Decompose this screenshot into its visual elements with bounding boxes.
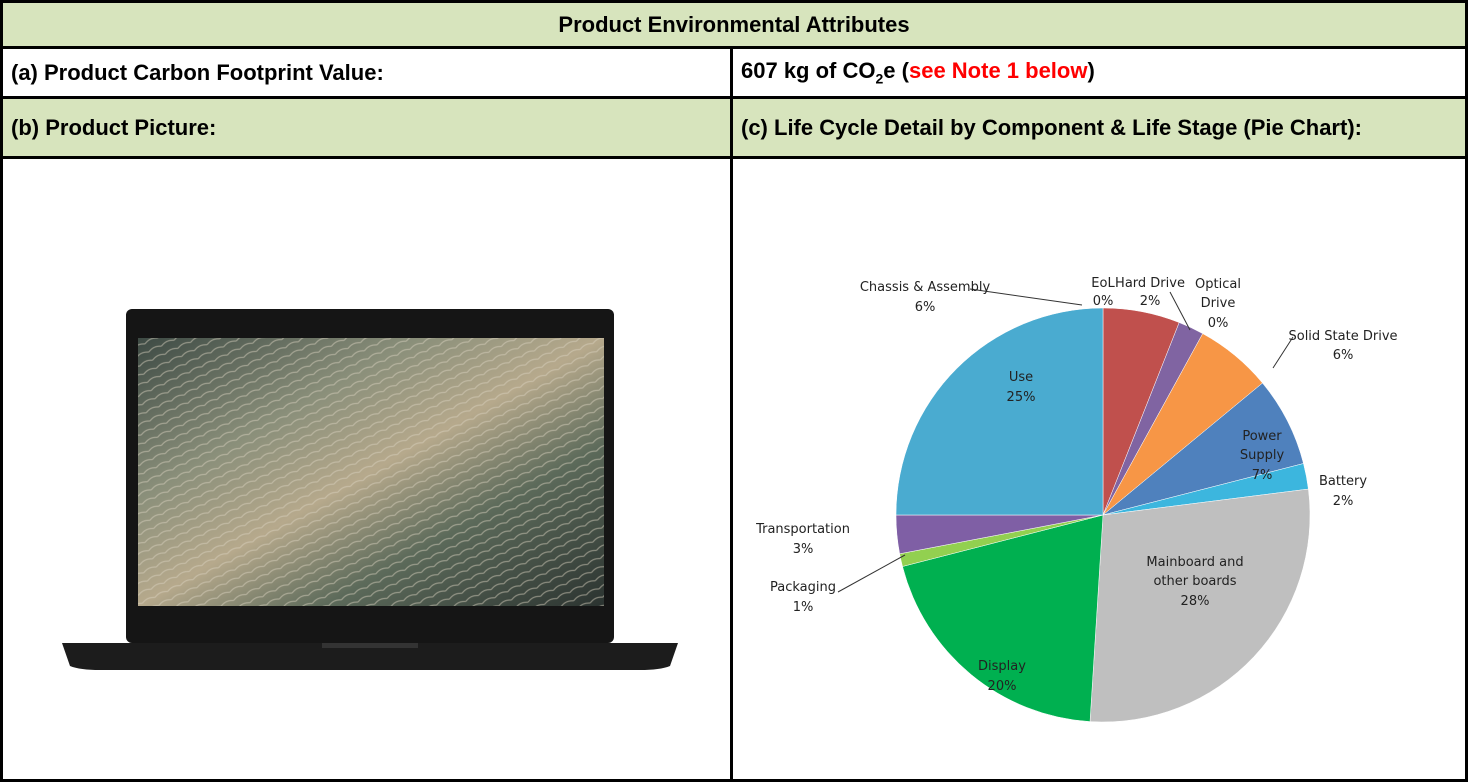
attributes-table: Product Environmental Attributes (a) Pro… bbox=[0, 0, 1468, 782]
table-title: Product Environmental Attributes bbox=[2, 2, 1467, 48]
chart-cell bbox=[732, 158, 1467, 781]
page: {"table": {"title": "Product Environment… bbox=[0, 0, 1468, 782]
row-value: 607 kg of CO2e (see Note 1 below) bbox=[732, 48, 1467, 98]
note-ref: see Note 1 below bbox=[909, 58, 1088, 83]
value-text: ) bbox=[1087, 58, 1094, 83]
value-text: e ( bbox=[883, 58, 909, 83]
row-label: (b) Product Picture: bbox=[2, 98, 732, 158]
row-label: (c) Life Cycle Detail by Component & Lif… bbox=[732, 98, 1467, 158]
row-label: (a) Product Carbon Footprint Value: bbox=[2, 48, 732, 98]
value-text: 607 kg of CO bbox=[741, 58, 875, 83]
picture-cell bbox=[2, 158, 732, 781]
